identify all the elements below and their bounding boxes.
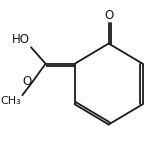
Text: CH₃: CH₃ [1, 96, 22, 106]
Text: O: O [23, 75, 32, 88]
Text: O: O [104, 9, 113, 22]
Text: HO: HO [12, 33, 30, 46]
